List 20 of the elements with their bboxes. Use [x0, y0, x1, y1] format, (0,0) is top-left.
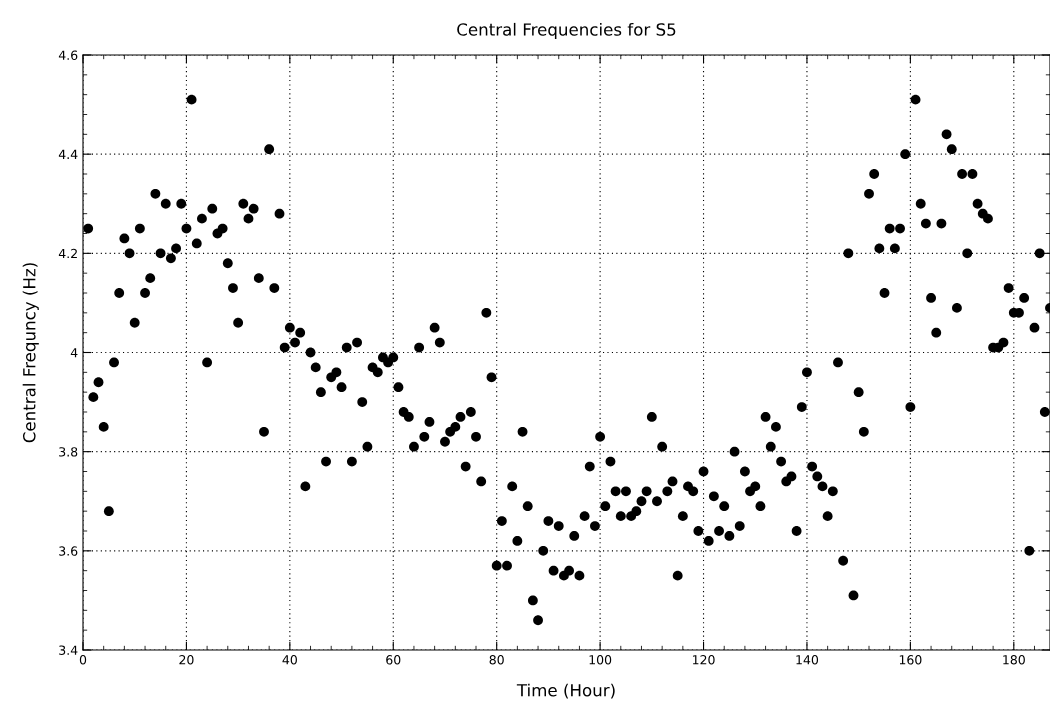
- y-tick-label: 4: [70, 348, 78, 358]
- chart-title: Central Frequencies for S5: [457, 22, 676, 40]
- y-tick-label: 4.4: [58, 149, 78, 159]
- x-tick-label: 100: [589, 655, 612, 665]
- x-tick-label: 180: [1003, 655, 1025, 665]
- y-tick-label: 4.2: [58, 248, 77, 259]
- y-tick-label: 4.6: [58, 50, 78, 60]
- x-tick-label: 140: [796, 655, 819, 665]
- y-tick-label: 3.6: [59, 546, 78, 556]
- x-tick-label: 20: [179, 655, 194, 665]
- x-tick-label: 0: [79, 655, 87, 665]
- y-tick-label: 3.8: [59, 447, 78, 457]
- x-tick-label: 120: [692, 655, 715, 665]
- x-tick-label: 160: [899, 655, 922, 665]
- x-tick-label: 80: [489, 655, 504, 665]
- x-axis-title: Time (Hour): [516, 683, 615, 699]
- x-tick-label: 60: [386, 655, 401, 665]
- y-tick-label: 3.4: [59, 645, 78, 655]
- y-axis-title: Central Frequncy (Hz): [22, 263, 39, 443]
- x-tick-label: 40: [282, 655, 297, 665]
